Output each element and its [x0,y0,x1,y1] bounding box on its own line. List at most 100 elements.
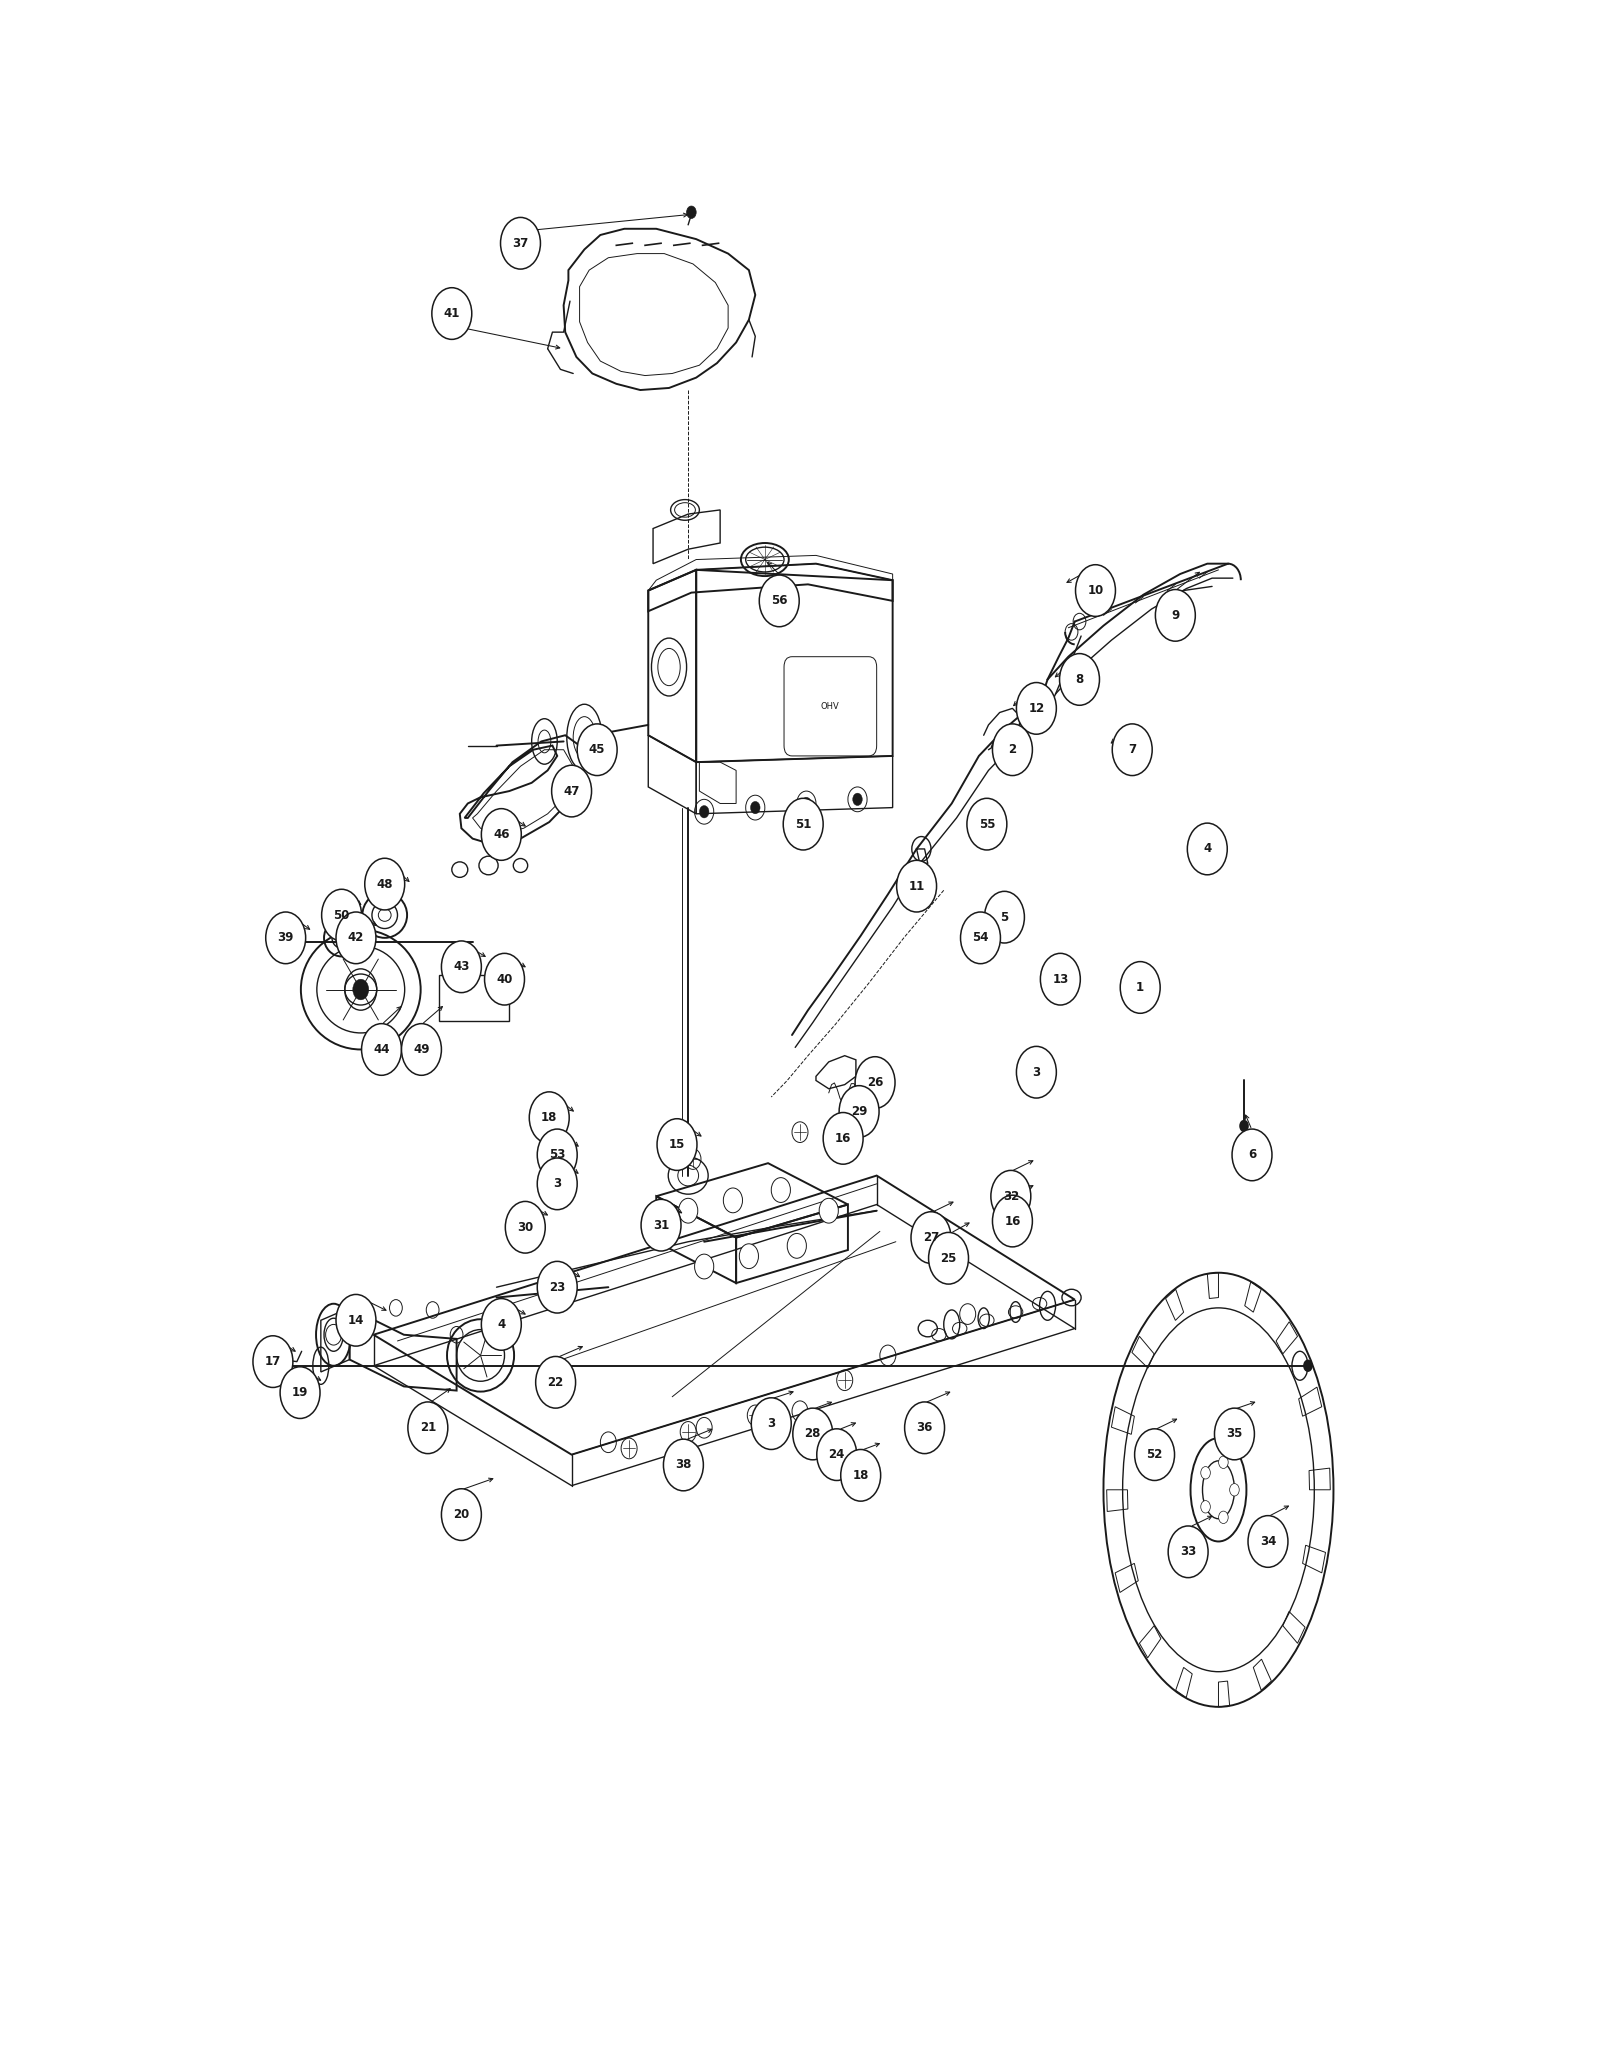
Circle shape [928,1232,968,1283]
Circle shape [1214,1408,1254,1459]
Circle shape [794,1408,832,1459]
Circle shape [1240,1120,1250,1132]
Circle shape [336,913,376,965]
Text: 30: 30 [517,1221,533,1234]
Circle shape [408,1401,448,1453]
Circle shape [362,1025,402,1074]
Circle shape [816,1428,856,1480]
Text: OHV: OHV [821,702,840,710]
Circle shape [1155,590,1195,642]
Text: 4: 4 [1203,842,1211,855]
Text: 54: 54 [973,932,989,944]
Text: 33: 33 [1181,1546,1197,1559]
Text: 48: 48 [376,878,394,890]
Circle shape [352,979,368,1000]
Circle shape [536,1356,576,1408]
Circle shape [896,861,936,913]
Circle shape [482,809,522,861]
Text: 51: 51 [795,818,811,830]
Circle shape [432,288,472,339]
Circle shape [1016,683,1056,735]
Text: 32: 32 [1003,1190,1019,1203]
Circle shape [277,1354,286,1366]
Text: 36: 36 [917,1422,933,1435]
Text: 56: 56 [771,594,787,607]
Circle shape [1232,1128,1272,1180]
Text: 35: 35 [1226,1428,1243,1441]
Text: 31: 31 [653,1219,669,1232]
Text: 10: 10 [1088,584,1104,596]
Text: 50: 50 [333,909,350,921]
Text: 6: 6 [1248,1149,1256,1161]
Circle shape [266,913,306,965]
Circle shape [752,1397,792,1449]
Circle shape [1075,565,1115,617]
Circle shape [910,1211,950,1263]
Text: 2: 2 [1008,743,1016,756]
Circle shape [840,1449,880,1501]
Circle shape [984,892,1024,944]
Text: 8: 8 [1075,673,1083,685]
Circle shape [819,1199,838,1223]
Circle shape [1112,724,1152,776]
Circle shape [771,1178,790,1203]
Text: 28: 28 [805,1428,821,1441]
Ellipse shape [378,909,390,921]
Text: 41: 41 [443,306,459,321]
Circle shape [904,1401,944,1453]
Text: 15: 15 [669,1138,685,1151]
Text: 9: 9 [1171,609,1179,621]
Text: 18: 18 [853,1470,869,1482]
Circle shape [739,1244,758,1269]
Circle shape [501,217,541,269]
Text: 25: 25 [941,1252,957,1265]
Text: 3: 3 [1032,1066,1040,1078]
Circle shape [686,207,696,219]
Circle shape [838,1085,878,1136]
Circle shape [253,1335,293,1387]
Text: 7: 7 [1128,743,1136,756]
Circle shape [642,1199,682,1250]
Text: 21: 21 [419,1422,435,1435]
Circle shape [326,1325,341,1346]
Circle shape [854,1056,894,1107]
Circle shape [1302,1360,1312,1372]
Text: 27: 27 [923,1232,939,1244]
Text: 3: 3 [766,1418,776,1430]
Text: 18: 18 [541,1112,557,1124]
Circle shape [1230,1484,1240,1497]
Circle shape [1168,1526,1208,1577]
Circle shape [678,1199,698,1223]
Text: 37: 37 [512,236,528,250]
Text: 49: 49 [413,1043,430,1056]
Circle shape [1219,1455,1229,1468]
Circle shape [538,1128,578,1180]
Circle shape [664,1439,704,1490]
Text: 4: 4 [498,1319,506,1331]
Text: 42: 42 [347,932,365,944]
Circle shape [1248,1515,1288,1567]
Text: 39: 39 [277,932,294,944]
Text: 5: 5 [1000,911,1008,923]
Circle shape [1016,1045,1056,1097]
Circle shape [1120,963,1160,1014]
Circle shape [1059,654,1099,706]
Circle shape [658,1118,698,1170]
Circle shape [538,1157,578,1209]
Circle shape [1200,1466,1210,1478]
Text: 17: 17 [264,1356,282,1368]
Text: 16: 16 [835,1132,851,1145]
Text: 29: 29 [851,1105,867,1118]
Circle shape [822,1112,862,1163]
Text: 20: 20 [453,1509,469,1521]
Text: 19: 19 [291,1387,309,1399]
Text: 45: 45 [589,743,605,756]
Text: 12: 12 [1029,702,1045,714]
Text: 47: 47 [563,785,579,797]
Circle shape [784,799,822,851]
Circle shape [1040,954,1080,1006]
Circle shape [322,890,362,942]
Text: 44: 44 [373,1043,390,1056]
Circle shape [578,724,618,776]
Circle shape [699,805,709,818]
